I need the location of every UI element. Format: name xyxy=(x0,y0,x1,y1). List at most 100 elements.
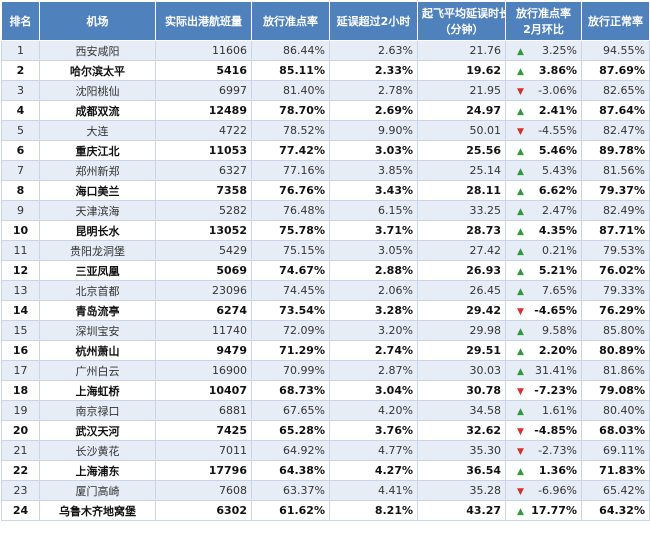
avg-delay-cell: 33.25 xyxy=(417,200,506,221)
airport-cell: 南京禄口 xyxy=(39,400,156,421)
avg-delay-cell: 35.30 xyxy=(417,440,506,461)
normal-rate-cell: 80.89% xyxy=(581,340,650,361)
table-row: 17 广州白云 16900 70.99% 2.87% 30.03 ▲ 31.41% 81.86% xyxy=(1,360,650,381)
mom-cell: ▲ 0.21% xyxy=(505,240,582,261)
airport-cell: 北京首都 xyxy=(39,280,156,301)
flights-cell: 10407 xyxy=(155,380,252,401)
airport-cell: 上海浦东 xyxy=(39,460,156,481)
avg-delay-cell: 29.98 xyxy=(417,320,506,341)
header-ontime-rate: 放行准点率 xyxy=(251,1,330,41)
normal-rate-cell: 79.53% xyxy=(581,240,650,261)
flights-cell: 7425 xyxy=(155,420,252,441)
avg-delay-cell: 32.62 xyxy=(417,420,506,441)
triangle-up-icon: ▲ xyxy=(517,187,524,197)
mom-cell: ▼ -6.96% xyxy=(505,480,582,501)
triangle-up-icon: ▲ xyxy=(517,507,524,517)
avg-delay-cell: 25.56 xyxy=(417,140,506,161)
ontime-rate-cell: 72.09% xyxy=(251,320,330,341)
mom-value: -6.96% xyxy=(538,484,577,497)
mom-value: 0.21% xyxy=(542,244,577,257)
flights-cell: 6274 xyxy=(155,300,252,321)
normal-rate-cell: 82.47% xyxy=(581,120,650,141)
rank-cell: 5 xyxy=(1,120,40,141)
mom-value: -4.65% xyxy=(534,304,577,317)
normal-rate-cell: 68.03% xyxy=(581,420,650,441)
airport-cell: 昆明长水 xyxy=(39,220,156,241)
normal-rate-cell: 82.65% xyxy=(581,80,650,101)
triangle-up-icon: ▲ xyxy=(517,267,524,277)
table-row: 9 天津滨海 5282 76.48% 6.15% 33.25 ▲ 2.47% 82.49% xyxy=(1,200,650,221)
triangle-down-icon: ▼ xyxy=(517,87,524,97)
triangle-up-icon: ▲ xyxy=(517,147,524,157)
ontime-rate-cell: 78.70% xyxy=(251,100,330,121)
flights-cell: 6997 xyxy=(155,80,252,101)
airport-cell: 郑州新郑 xyxy=(39,160,156,181)
mom-cell: ▲ 2.47% xyxy=(505,200,582,221)
delay-2h-cell: 4.77% xyxy=(329,440,418,461)
flights-cell: 11053 xyxy=(155,140,252,161)
mom-value: 7.65% xyxy=(542,284,577,297)
rank-cell: 22 xyxy=(1,460,40,481)
ontime-rate-cell: 63.37% xyxy=(251,480,330,501)
delay-2h-cell: 3.43% xyxy=(329,180,418,201)
avg-delay-cell: 28.73 xyxy=(417,220,506,241)
delay-2h-cell: 3.28% xyxy=(329,300,418,321)
table-row: 24 乌鲁木齐地窝堡 6302 61.62% 8.21% 43.27 ▲ 17.77% 64.3… xyxy=(1,500,650,521)
mom-cell: ▲ 31.41% xyxy=(505,360,582,381)
mom-value: 9.58% xyxy=(542,324,577,337)
rank-cell: 7 xyxy=(1,160,40,181)
triangle-up-icon: ▲ xyxy=(517,287,524,297)
delay-2h-cell: 3.05% xyxy=(329,240,418,261)
rank-cell: 3 xyxy=(1,80,40,101)
delay-2h-cell: 3.71% xyxy=(329,220,418,241)
avg-delay-cell: 21.95 xyxy=(417,80,506,101)
flights-cell: 6881 xyxy=(155,400,252,421)
triangle-down-icon: ▼ xyxy=(517,487,524,497)
table-row: 12 三亚凤凰 5069 74.67% 2.88% 26.93 ▲ 5.21% 76.02% xyxy=(1,260,650,281)
mom-value: -7.23% xyxy=(534,384,577,397)
airport-cell: 广州白云 xyxy=(39,360,156,381)
mom-value: -2.73% xyxy=(538,444,577,457)
delay-2h-cell: 2.06% xyxy=(329,280,418,301)
rank-cell: 14 xyxy=(1,300,40,321)
ontime-rate-cell: 85.11% xyxy=(251,60,330,81)
delay-2h-cell: 3.03% xyxy=(329,140,418,161)
normal-rate-cell: 69.11% xyxy=(581,440,650,461)
delay-2h-cell: 8.21% xyxy=(329,500,418,521)
table-row: 18 上海虹桥 10407 68.73% 3.04% 30.78 ▼ -7.23% 79.08% xyxy=(1,380,650,401)
mom-cell: ▲ 17.77% xyxy=(505,500,582,521)
ontime-rate-cell: 61.62% xyxy=(251,500,330,521)
normal-rate-cell: 81.86% xyxy=(581,360,650,381)
table-row: 11 贵阳龙洞堡 5429 75.15% 3.05% 27.42 ▲ 0.21% 79.53% xyxy=(1,240,650,261)
table-row: 16 杭州萧山 9479 71.29% 2.74% 29.51 ▲ 2.20% 80.89% xyxy=(1,340,650,361)
mom-cell: ▲ 5.21% xyxy=(505,260,582,281)
airport-cell: 天津滨海 xyxy=(39,200,156,221)
rank-cell: 16 xyxy=(1,340,40,361)
header-delay-2h: 延误超过2小时 xyxy=(329,1,418,41)
rank-cell: 11 xyxy=(1,240,40,261)
ontime-rate-cell: 81.40% xyxy=(251,80,330,101)
rank-cell: 18 xyxy=(1,380,40,401)
mom-cell: ▼ -4.85% xyxy=(505,420,582,441)
rank-cell: 8 xyxy=(1,180,40,201)
ontime-rate-cell: 74.67% xyxy=(251,260,330,281)
mom-value: 1.36% xyxy=(538,464,577,477)
triangle-up-icon: ▲ xyxy=(517,407,524,417)
header-normal-rate: 放行正常率 xyxy=(581,1,650,41)
mom-cell: ▲ 5.43% xyxy=(505,160,582,181)
rank-cell: 10 xyxy=(1,220,40,241)
avg-delay-cell: 24.97 xyxy=(417,100,506,121)
rank-cell: 15 xyxy=(1,320,40,341)
rank-cell: 20 xyxy=(1,420,40,441)
table-row: 19 南京禄口 6881 67.65% 4.20% 34.58 ▲ 1.61% 80.40% xyxy=(1,400,650,421)
avg-delay-cell: 36.54 xyxy=(417,460,506,481)
rank-cell: 6 xyxy=(1,140,40,161)
delay-2h-cell: 2.33% xyxy=(329,60,418,81)
table-row: 1 西安咸阳 11606 86.44% 2.63% 21.76 ▲ 3.25% 94.55% xyxy=(1,40,650,61)
triangle-up-icon: ▲ xyxy=(517,467,524,477)
ontime-rate-cell: 76.76% xyxy=(251,180,330,201)
delay-2h-cell: 4.41% xyxy=(329,480,418,501)
ontime-rate-cell: 65.28% xyxy=(251,420,330,441)
table-row: 3 沈阳桃仙 6997 81.40% 2.78% 21.95 ▼ -3.06% 82.65% xyxy=(1,80,650,101)
mom-cell: ▲ 2.41% xyxy=(505,100,582,121)
